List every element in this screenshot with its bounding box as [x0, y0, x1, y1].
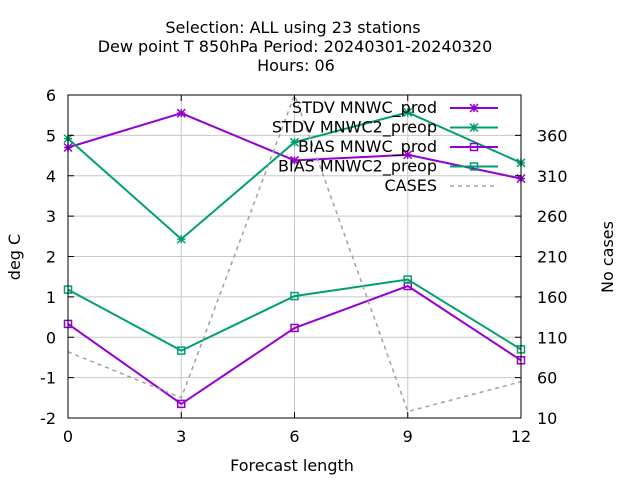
y2-tick-label: 310	[537, 167, 568, 186]
bias-mnwc2-preop-point	[177, 346, 186, 355]
legend-label-bias-mnwc2-preop: BIAS MNWC2_preop	[278, 157, 437, 177]
legend-marker-stdv-mnwc2-preop	[469, 122, 479, 133]
y-tick-label: 6	[46, 86, 56, 105]
x-tick-label: 9	[403, 427, 413, 446]
legend-label-cases: CASES	[384, 176, 437, 195]
y-tick-label: -2	[40, 409, 56, 428]
stdv-mnwc-prod-point	[403, 150, 413, 160]
y-tick-label: 5	[46, 126, 56, 145]
legend-marker-bias-mnwc2-preop	[469, 162, 479, 171]
y2-tick-label: 210	[537, 248, 568, 267]
y2-tick-label: 360	[537, 126, 568, 145]
series-lines	[63, 92, 526, 413]
cases-line	[67, 92, 522, 413]
legend-marker-bias-mnwc-prod	[469, 142, 479, 152]
stdv-mnwc2-preop-point	[176, 234, 186, 244]
y-tick-label: 3	[46, 207, 56, 226]
bias-mnwc-prod-point	[177, 399, 186, 409]
bias-mnwc2-preop-point	[290, 291, 299, 301]
y2-tick-label: 60	[537, 369, 557, 388]
chart-title-line-3: Hours: 06	[257, 56, 335, 75]
bias-mnwc2-preop-line	[67, 278, 522, 352]
legend-label-stdv-mnwc2-preop: STDV MNWC2_preop	[272, 118, 437, 138]
y2-tick-label: 160	[537, 288, 568, 307]
y-tick-label: 4	[46, 167, 56, 186]
y-tick-label: 2	[46, 248, 56, 267]
x-tick-label: 0	[63, 427, 73, 446]
stdv-mnwc2-preop-point	[289, 137, 300, 147]
y2-tick-label: 260	[537, 207, 568, 226]
legend-label-stdv-mnwc-prod: STDV MNWC_prod	[292, 98, 437, 118]
y-axis-label: deg C	[5, 234, 24, 280]
stdv-mnwc-prod-point	[289, 155, 300, 165]
y-tick-label: 1	[46, 288, 56, 307]
y2-tick-label: 10	[537, 409, 557, 428]
bias-mnwc2-preop-point	[403, 275, 412, 284]
x-tick-label: 6	[289, 427, 299, 446]
y2-axis-label: No cases	[598, 221, 617, 293]
y-tick-label: 0	[46, 328, 56, 347]
legend-marker-stdv-mnwc-prod	[469, 103, 479, 113]
x-axis-label: Forecast length	[230, 456, 354, 475]
y-tick-label: -1	[40, 369, 56, 388]
bias-mnwc-prod-line	[67, 284, 522, 406]
chart-title-line-1: Selection: ALL using 23 stations	[165, 18, 420, 37]
stdv-mnwc2-preop-point	[403, 107, 413, 117]
y2-tick-label: 110	[537, 328, 568, 347]
x-tick-label: 12	[511, 427, 531, 446]
legend-label-bias-mnwc-prod: BIAS MNWC_prod	[298, 137, 437, 157]
x-tick-label: 3	[176, 427, 186, 446]
bias-mnwc-prod-point	[290, 323, 299, 333]
stdv-mnwc-prod-point	[176, 108, 186, 118]
chart-text: Selection: ALL using 23 stations Dew poi…	[5, 18, 617, 475]
chart-title-line-2: Dew point T 850hPa Period: 20240301-2024…	[98, 37, 493, 56]
